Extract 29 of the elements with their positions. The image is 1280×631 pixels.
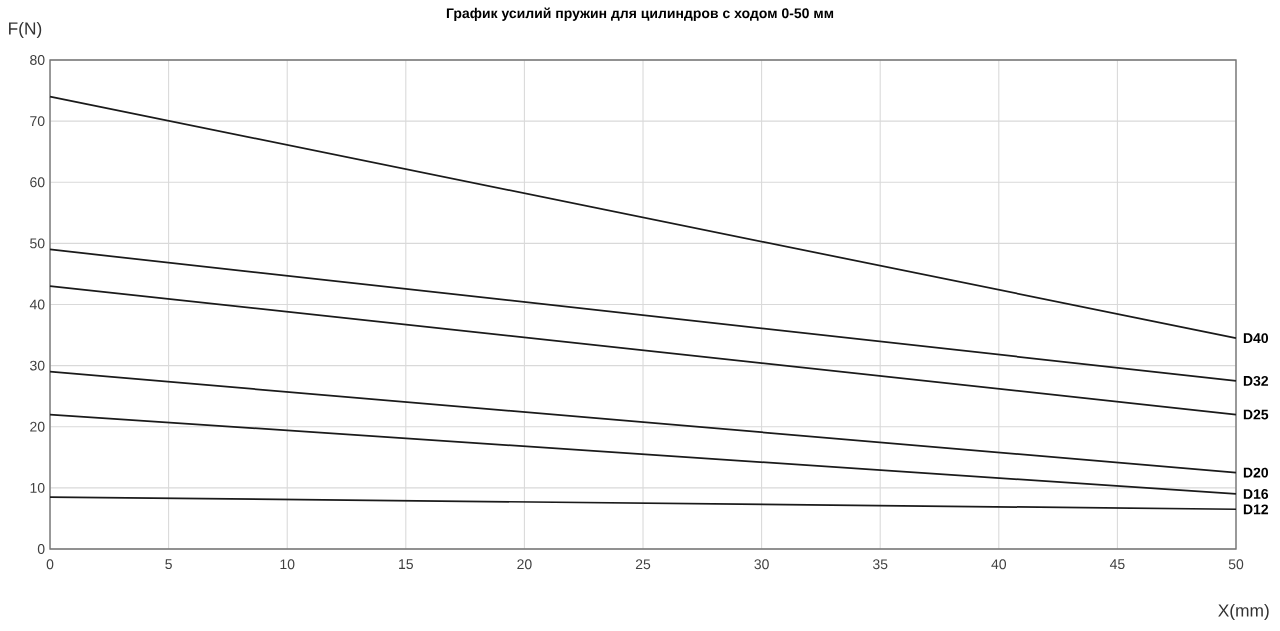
y-tick-label: 40: [29, 299, 45, 310]
chart-title: График усилий пружин для цилиндров с ходом 0-50 мм: [446, 7, 834, 21]
y-tick-label: 0: [37, 544, 45, 554]
x-tick-label: 25: [635, 559, 651, 570]
x-tick-label: 30: [754, 559, 769, 570]
series-label: D20: [1243, 467, 1269, 478]
x-tick-label: 45: [1109, 559, 1125, 570]
x-tick-label: 40: [991, 559, 1007, 570]
x-tick-label: 20: [517, 559, 532, 570]
x-tick-label: 0: [46, 559, 54, 570]
series-label: D16: [1243, 489, 1269, 499]
y-tick-label: 80: [30, 55, 45, 65]
series-label: D12: [1243, 504, 1269, 515]
y-tick-label: 50: [30, 238, 45, 249]
x-tick-label: 50: [1228, 559, 1244, 570]
x-tick-label: 35: [872, 559, 888, 570]
y-tick-label: 70: [30, 116, 45, 127]
x-tick-label: 5: [165, 559, 172, 570]
y-tick-label: 20: [30, 421, 45, 432]
y-axis-title: F(N): [9, 21, 42, 39]
y-tick-label: 10: [30, 482, 45, 493]
x-tick-label: 10: [280, 559, 295, 570]
y-tick-label: 60: [30, 177, 45, 188]
series-label: D32: [1243, 375, 1269, 386]
series-label: D25: [1243, 409, 1269, 420]
x-tick-label: 15: [399, 559, 413, 570]
x-axis-title: X(mm): [1218, 603, 1269, 621]
y-tick-label: 30: [30, 360, 45, 371]
series-label: D40: [1243, 333, 1269, 344]
